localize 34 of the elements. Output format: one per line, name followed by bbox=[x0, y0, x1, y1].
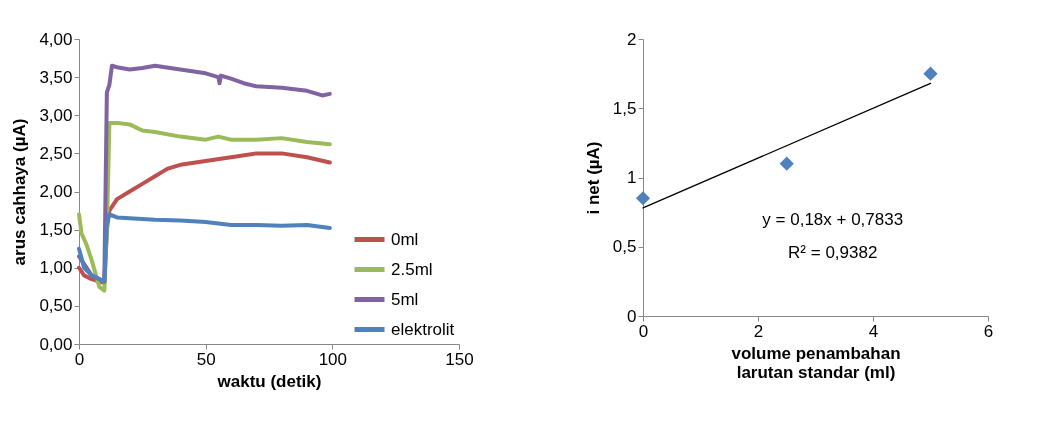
y-tick-label: 1 bbox=[627, 168, 637, 187]
y-tick-label: 0,50 bbox=[39, 296, 73, 316]
y-tick-label: 0,5 bbox=[612, 237, 637, 257]
x-tick-label: 6 bbox=[983, 321, 994, 341]
legend-label: 0ml bbox=[391, 229, 419, 249]
y-tick-label: 2,00 bbox=[39, 182, 73, 201]
y-tick-label: 2,50 bbox=[39, 143, 73, 163]
annotation: y = 0,18x + 0,7833 bbox=[762, 210, 904, 230]
y-axis-title: arus cahhaya (µA) bbox=[10, 118, 30, 266]
x-axis-title: waktu (detik) bbox=[216, 371, 322, 391]
y-tick-label: 1,5 bbox=[612, 98, 637, 118]
point bbox=[635, 191, 651, 206]
annotation: R² = 0,9382 bbox=[788, 243, 878, 263]
y-tick-label: 1,50 bbox=[39, 220, 73, 240]
legend-label: 2.5ml bbox=[391, 259, 433, 279]
y-tick-label: 3,00 bbox=[39, 105, 73, 125]
x-tick-label: 150 bbox=[445, 349, 474, 369]
y-tick-label: 4,00 bbox=[39, 29, 73, 49]
y-tick-label: 1,00 bbox=[39, 258, 73, 278]
legend-label: 5ml bbox=[391, 289, 419, 309]
y-tick-label: 3,50 bbox=[39, 67, 73, 87]
x-tick-label: 50 bbox=[196, 349, 216, 369]
x-tick-label: 100 bbox=[318, 349, 348, 369]
y-axis-title: i net (µA) bbox=[583, 141, 603, 215]
y-tick-label: 0,00 bbox=[39, 334, 73, 354]
legend-label: elektrolit bbox=[391, 319, 455, 339]
y-tick-label: 0 bbox=[627, 306, 637, 326]
point bbox=[923, 66, 938, 81]
y-tick-label: 2 bbox=[627, 29, 637, 49]
x-tick-label: 4 bbox=[868, 321, 879, 341]
line-series bbox=[77, 212, 332, 284]
x-axis-title: volume penambahan larutan standar (ml) bbox=[731, 343, 901, 382]
point bbox=[779, 156, 794, 171]
x-tick-label: 2 bbox=[753, 321, 764, 341]
